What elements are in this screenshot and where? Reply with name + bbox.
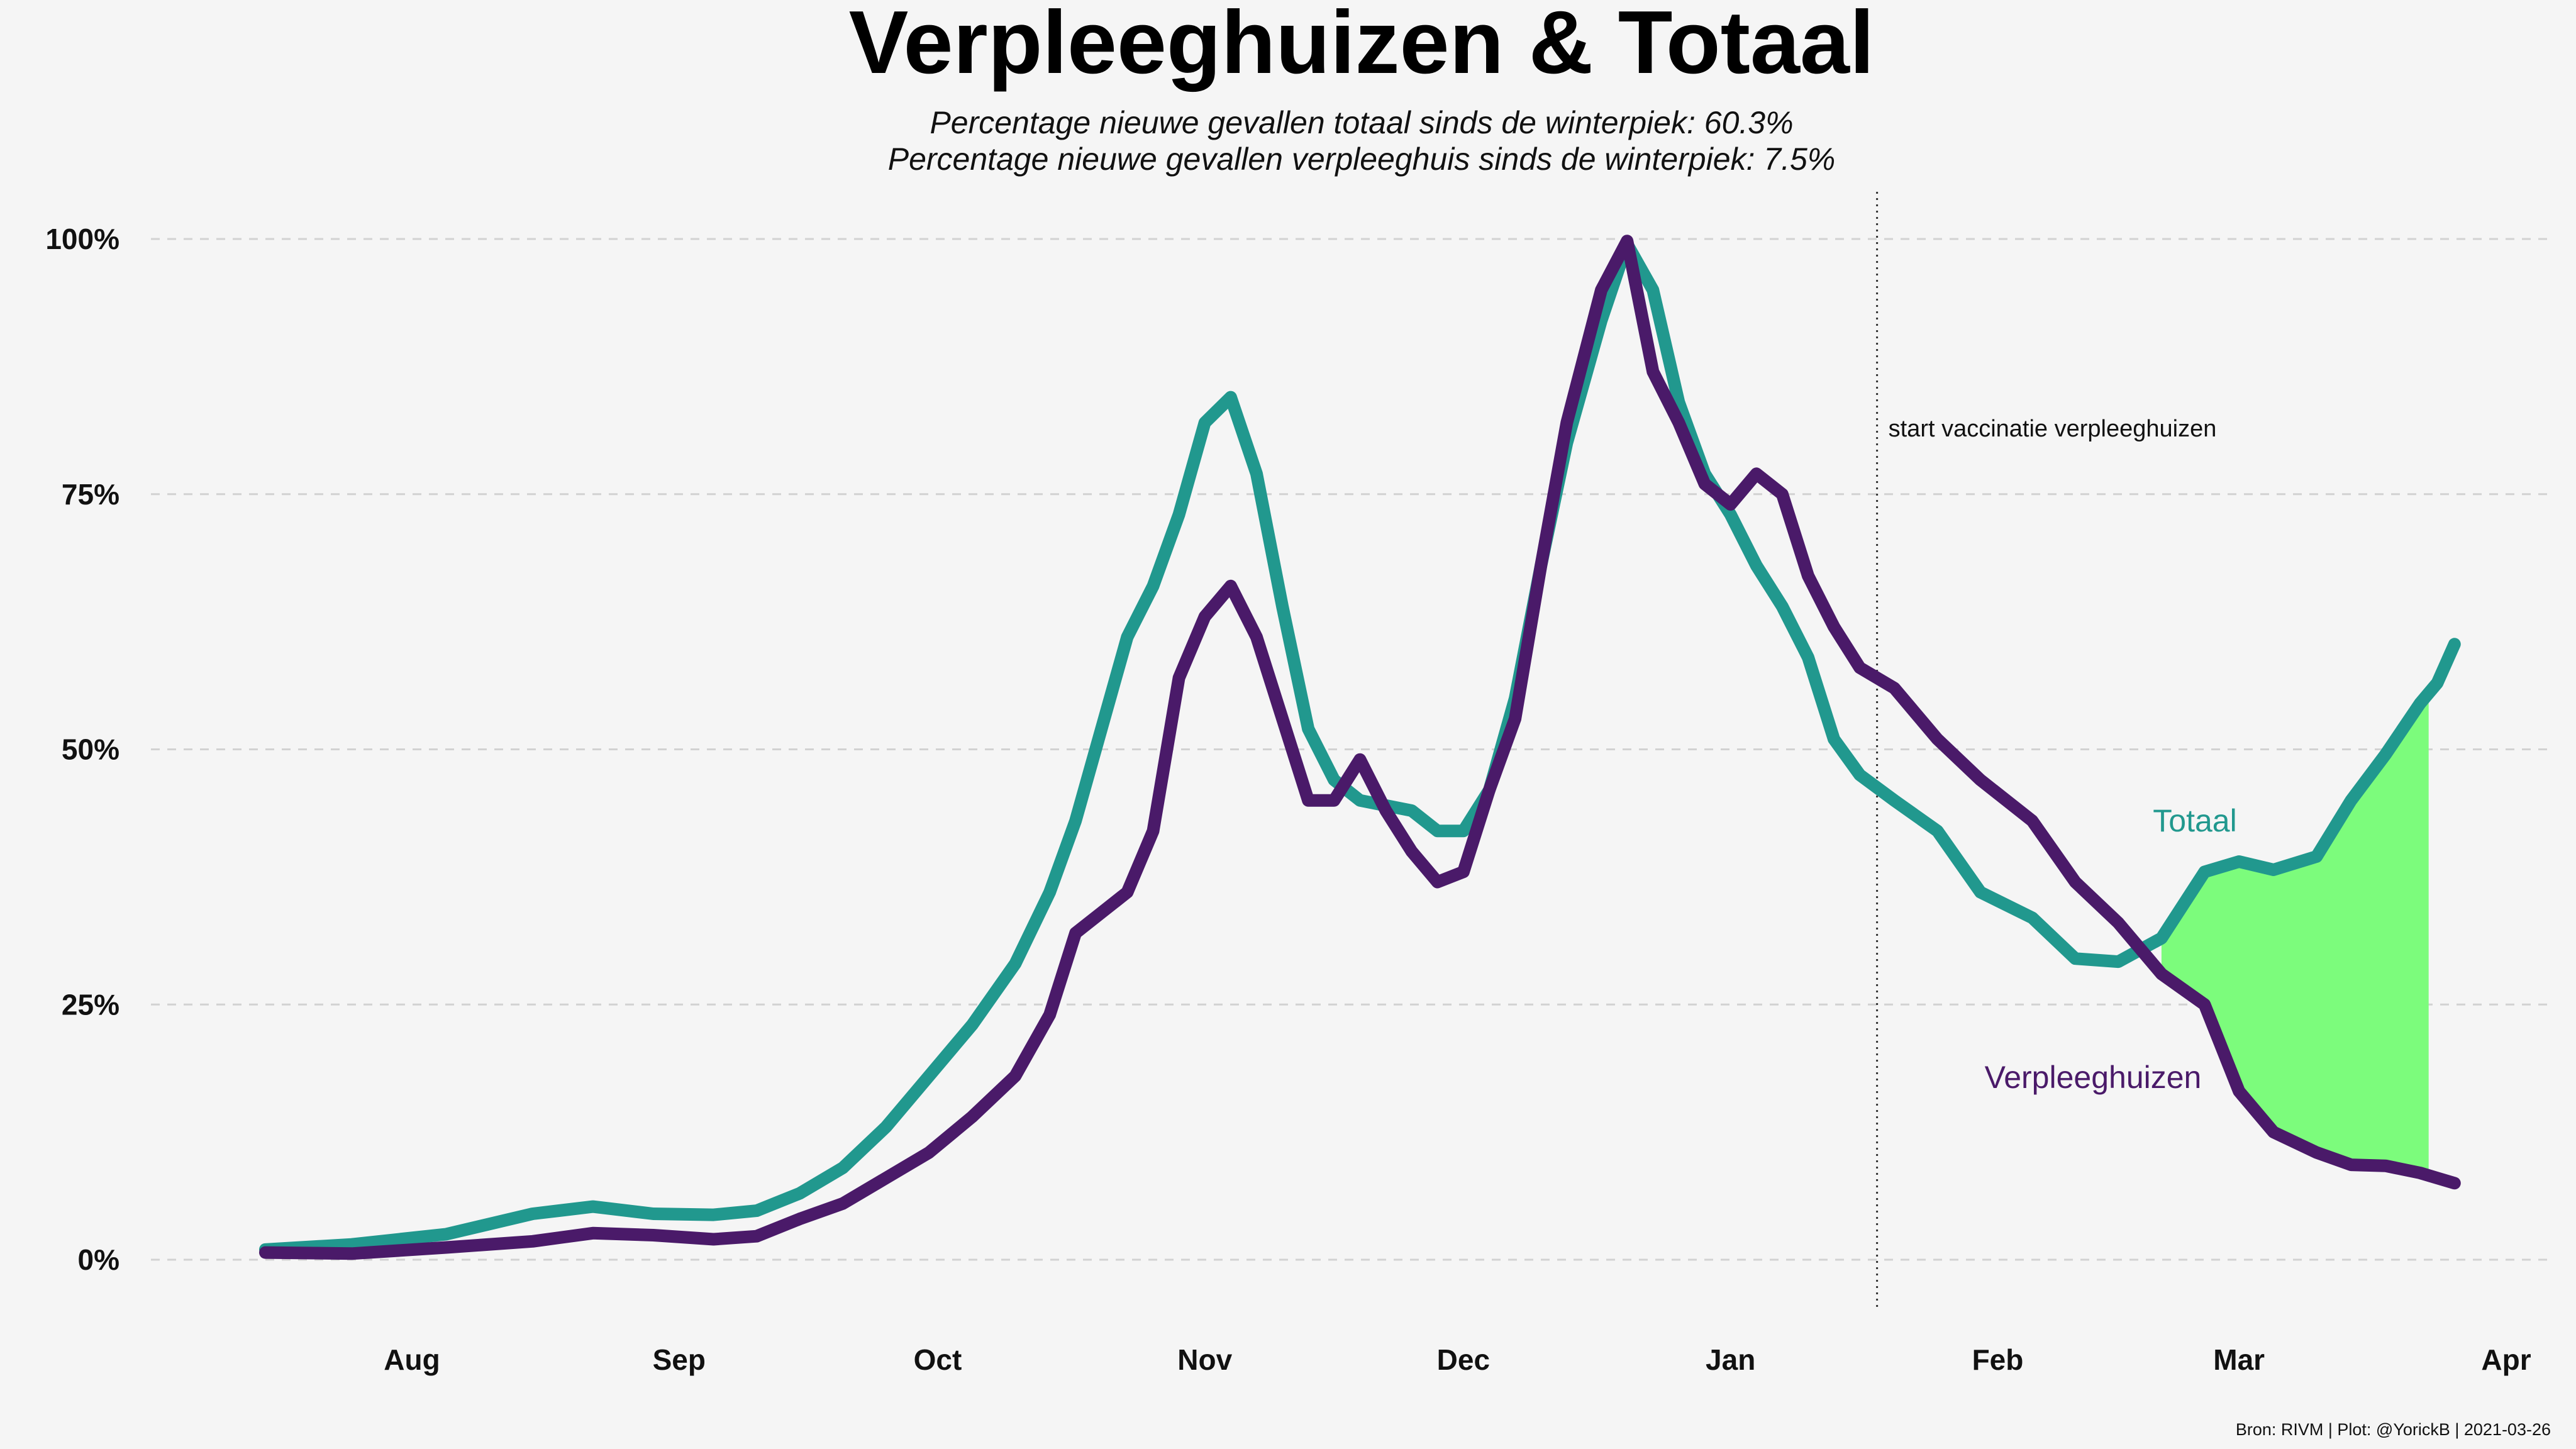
xtick-label-mar: Mar xyxy=(2213,1343,2265,1376)
gap-area-fill xyxy=(2161,693,2429,1176)
gridlines xyxy=(151,238,2553,1261)
y-axis: 0% 25% 50% 75% 100% xyxy=(45,223,119,1276)
ytick-label-75: 75% xyxy=(62,478,119,511)
chart-title: Verpleeghuizen & Totaal xyxy=(849,0,1875,92)
label-verpleeghuizen: Verpleeghuizen xyxy=(1985,1060,2202,1095)
xtick-label-nov: Nov xyxy=(1177,1343,1232,1376)
xtick-label-feb: Feb xyxy=(1972,1343,2024,1376)
ytick-label-25: 25% xyxy=(62,988,119,1021)
ytick-label-0: 0% xyxy=(78,1243,119,1276)
xtick-label-dec: Dec xyxy=(1437,1343,1490,1376)
xtick-label-apr: Apr xyxy=(2481,1343,2531,1376)
xtick-label-oct: Oct xyxy=(914,1343,962,1376)
ytick-label-100: 100% xyxy=(45,223,119,255)
xtick-label-aug: Aug xyxy=(384,1343,440,1376)
ytick-label-50: 50% xyxy=(62,733,119,766)
label-totaal: Totaal xyxy=(2153,803,2236,838)
xtick-label-jan: Jan xyxy=(1706,1343,1755,1376)
gap-area xyxy=(2161,693,2429,1176)
series-line-totaal xyxy=(259,238,2461,1256)
series-line-verpleeghuizen xyxy=(259,235,2461,1260)
subtitle-verpleeghuis: Percentage nieuwe gevallen verpleeghuis … xyxy=(888,142,1836,177)
xtick-label-sep: Sep xyxy=(653,1343,706,1376)
annotation-vaccination: start vaccinatie verpleeghuizen xyxy=(1889,416,2217,442)
series-lines xyxy=(259,235,2461,1260)
x-axis: Aug Sep Oct Nov Dec Jan Feb Mar Apr xyxy=(384,1343,2531,1376)
source-caption: Bron: RIVM | Plot: @YorickB | 2021-03-26 xyxy=(2236,1420,2551,1439)
subtitle-totaal: Percentage nieuwe gevallen totaal sinds … xyxy=(930,105,1793,140)
